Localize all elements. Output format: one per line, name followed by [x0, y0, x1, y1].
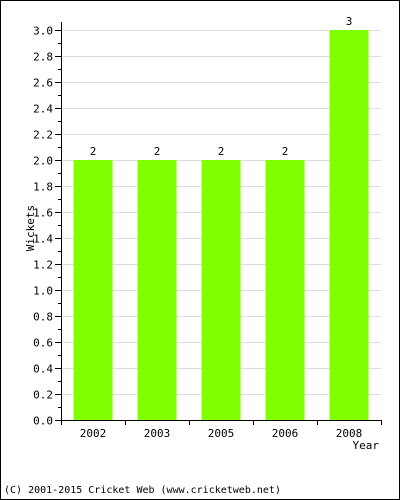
y-tick-label: 2.4: [33, 103, 53, 116]
y-tick-label: 1.6: [33, 207, 53, 220]
axes: [55, 22, 382, 425]
data-label: 2: [218, 145, 225, 158]
y-tick-label: 2.6: [33, 77, 53, 90]
y-tick-label: 1.0: [33, 285, 53, 298]
bar: [73, 160, 113, 420]
bar: [329, 30, 369, 420]
y-axis-label: Wickets: [24, 205, 37, 251]
x-tick-label: 2006: [272, 427, 299, 440]
data-label: 2: [282, 145, 289, 158]
x-tick-label: 2008: [336, 427, 363, 440]
y-tick-label: 0.6: [33, 337, 53, 350]
bars: [73, 30, 369, 420]
data-label: 2: [90, 145, 97, 158]
data-label: 3: [346, 15, 353, 28]
y-tick-label: 1.8: [33, 181, 53, 194]
copyright-text: (C) 2001-2015 Cricket Web (www.cricketwe…: [4, 485, 281, 496]
bar: [137, 160, 177, 420]
y-tick-label: 2.2: [33, 129, 53, 142]
bar: [265, 160, 305, 420]
y-tick-label: 3.0: [33, 25, 53, 38]
y-tick-label: 2.8: [33, 51, 53, 64]
x-tick-label: 2003: [144, 427, 171, 440]
labels: 0.0 0.2 0.4 0.6 0.8 1.0 1.2 1.4 1.6 1.8 2.0 2.2 2.4 2…: [33, 15, 362, 440]
bar: [201, 160, 241, 420]
y-tick-label: 1.2: [33, 259, 53, 272]
data-label: 2: [154, 145, 161, 158]
y-tick-label: 0.8: [33, 311, 53, 324]
x-tick-label: 2005: [208, 427, 235, 440]
x-tick-label: 2002: [80, 427, 107, 440]
y-tick-label: 0.0: [33, 415, 53, 428]
y-tick-label: 0.4: [33, 363, 53, 376]
y-tick-label: 2.0: [33, 155, 53, 168]
y-tick-label: 0.2: [33, 389, 53, 402]
x-axis-label: Year: [353, 439, 380, 452]
y-tick-label: 1.4: [33, 233, 53, 246]
